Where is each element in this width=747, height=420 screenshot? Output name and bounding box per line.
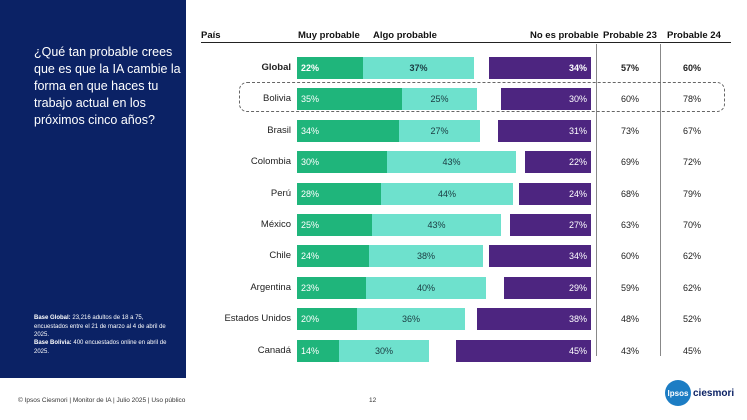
bar-no-probable-estados-unidos: 38%: [477, 308, 591, 331]
header-probable-24: Probable 24: [667, 30, 721, 41]
ipsos-ciesmori-logo: Ipsos ciesmori: [665, 380, 734, 406]
probable-23-bolivia: 60%: [620, 94, 639, 105]
bar-muy-probable-global: 22%: [297, 57, 363, 79]
header-no-probable: No es probable: [530, 30, 599, 41]
bolivia-highlight-frame: [239, 82, 725, 112]
country-label-bolivia: Bolivia: [263, 93, 291, 105]
bar-muy-probable-canad-: 14%: [297, 339, 339, 362]
bar-no-probable-global: 34%: [489, 57, 591, 79]
bar-no-probable-colombia: 22%: [525, 151, 591, 174]
probable-23-m-xico: 63%: [620, 220, 639, 230]
bar-algo-probable-canad-: 30%: [339, 339, 429, 362]
bar-no-probable-chile: 34%: [489, 245, 591, 268]
country-label-chile: Chile: [269, 250, 291, 262]
bar-algo-probable-colombia: 43%: [387, 151, 516, 174]
probable-23-estados-unidos: 48%: [620, 314, 639, 325]
bar-algo-probable-brasil: 27%: [399, 119, 480, 142]
column-divider-1: [596, 44, 597, 356]
header-pais: País: [201, 30, 221, 41]
bar-muy-probable-bolivia: 35%: [297, 88, 402, 111]
ipsos-logo-circle: Ipsos: [665, 380, 691, 406]
probable-23-per-: 68%: [620, 188, 639, 199]
probable-24-estados-unidos: 52%: [682, 314, 701, 325]
question-text: ¿Qué tan probable crees que es que la IA…: [34, 45, 181, 127]
bar-algo-probable-m-xico: 43%: [372, 214, 501, 236]
page-number: 12: [369, 397, 377, 404]
country-label-estados-unidos: Estados Unidos: [224, 313, 291, 325]
header-probable-23: Probable 23: [603, 30, 657, 41]
footer-text: © Ipsos Ciesmori | Monitor de IA | Julio…: [18, 397, 186, 404]
base-bolivia-note: Base Bolivia: 400 encuestados online en …: [34, 339, 179, 356]
bar-no-probable-argentina: 29%: [504, 276, 591, 299]
probable-24-global: 60%: [682, 63, 701, 73]
probable-23-canad-: 43%: [620, 345, 639, 356]
bar-muy-probable-brasil: 34%: [297, 119, 399, 142]
probable-24-argentina: 62%: [682, 282, 701, 293]
probable-24-m-xico: 70%: [682, 220, 701, 230]
bar-no-probable-per-: 24%: [519, 182, 591, 205]
bar-algo-probable-global: 37%: [363, 57, 474, 79]
probable-24-canad-: 45%: [682, 345, 701, 356]
base-global-label: Base Global:: [34, 315, 71, 321]
bar-algo-probable-estados-unidos: 36%: [357, 308, 465, 331]
bar-muy-probable-per-: 28%: [297, 182, 381, 205]
country-label-canad-: Canadá: [257, 344, 291, 356]
base-global-note: Base Global: 23,216 adultos de 18 a 75, …: [34, 314, 179, 340]
base-global-text: 23,216 adultos de 18 a 75, encuestados e…: [34, 315, 166, 338]
bar-muy-probable-m-xico: 25%: [297, 214, 372, 236]
probable-24-colombia: 72%: [682, 157, 701, 168]
country-label-argentina: Argentina: [250, 281, 291, 293]
country-label-colombia: Colombia: [250, 156, 291, 168]
country-label-m-xico: México: [260, 219, 291, 230]
bar-no-probable-canad-: 45%: [456, 339, 591, 362]
probable-24-chile: 62%: [682, 251, 701, 262]
probable-23-argentina: 59%: [620, 282, 639, 293]
probable-24-brasil: 67%: [682, 125, 701, 136]
country-label-brasil: Brasil: [267, 124, 291, 136]
bar-no-probable-brasil: 31%: [498, 119, 591, 142]
base-bolivia-text: 400 encuestados online en abril de 2025.: [34, 340, 167, 355]
column-divider-2: [660, 44, 661, 356]
bar-algo-probable-per-: 44%: [381, 182, 513, 205]
probable-24-bolivia: 78%: [682, 94, 701, 105]
bar-algo-probable-argentina: 40%: [366, 276, 486, 299]
bar-muy-probable-chile: 24%: [297, 245, 369, 268]
probable-24-per-: 79%: [682, 188, 701, 199]
header-separator: [201, 42, 731, 43]
bar-muy-probable-colombia: 30%: [297, 151, 387, 174]
bar-no-probable-bolivia: 30%: [501, 88, 591, 111]
header-algo-probable: Algo probable: [373, 30, 437, 41]
probable-23-global: 57%: [620, 63, 639, 73]
bar-muy-probable-argentina: 23%: [297, 276, 366, 299]
probable-23-chile: 60%: [620, 251, 639, 262]
sidebar-panel: ¿Qué tan probable crees que es que la IA…: [0, 0, 186, 378]
bar-algo-probable-bolivia: 25%: [402, 88, 477, 111]
probable-23-colombia: 69%: [620, 157, 639, 168]
base-bolivia-label: Base Bolivia:: [34, 340, 72, 346]
bar-muy-probable-estados-unidos: 20%: [297, 308, 357, 331]
probable-23-brasil: 73%: [620, 125, 639, 136]
header-muy-probable: Muy probable: [298, 30, 360, 41]
country-label-per-: Perú: [270, 187, 291, 199]
country-label-global: Global: [261, 62, 291, 73]
bar-no-probable-m-xico: 27%: [510, 214, 591, 236]
ciesmori-logo-text: ciesmori: [693, 387, 735, 399]
bar-algo-probable-chile: 38%: [369, 245, 483, 268]
